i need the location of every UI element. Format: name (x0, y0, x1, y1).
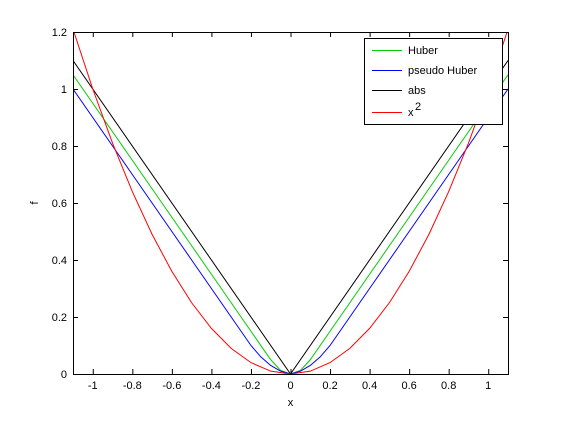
series-line-huber (73, 74, 508, 374)
x-axis-label: x (288, 397, 294, 409)
series-line-abs (73, 60, 508, 374)
y-tick-label: 0.8 (52, 141, 67, 153)
legend-label: x (408, 107, 414, 119)
legend: Huber pseudo Huber abs x 2 (364, 38, 503, 125)
legend-box (364, 38, 503, 125)
ticks-layer: -1 -0.8 -0.6 -0.4 -0.2 0 0.2 0.4 0.6 0.8 1 0 0.2 0.4 0… (52, 27, 508, 392)
x-tick-label: 1 (485, 380, 491, 392)
y-tick-label: 1 (61, 84, 67, 96)
x-tick-label: -0.2 (241, 380, 260, 392)
legend-label: pseudo Huber (408, 65, 477, 77)
legend-label: abs (408, 85, 426, 97)
x-tick-label: 0.4 (362, 380, 377, 392)
y-tick-label: 1.2 (52, 27, 67, 39)
x-tick-label: -0.6 (162, 380, 181, 392)
y-tick-label: 0.4 (52, 255, 67, 267)
legend-label: Huber (408, 45, 438, 57)
y-tick-label: 0.2 (52, 312, 67, 324)
y-tick-label: 0 (61, 369, 67, 381)
legend-label-superscript: 2 (415, 101, 421, 113)
y-axis-label: f (29, 201, 41, 205)
x-tick-label: -0.4 (202, 380, 221, 392)
x-tick-label: 0.8 (441, 380, 456, 392)
x-tick-label: 0.6 (401, 380, 416, 392)
series-layer (73, 32, 508, 374)
series-line-x-2 (73, 32, 508, 374)
series-line-pseudo-huber (73, 88, 508, 374)
x-tick-label: 0 (287, 380, 293, 392)
x-tick-label: -1 (88, 380, 98, 392)
y-tick-label: 0.6 (52, 198, 67, 210)
x-tick-label: 0.2 (322, 380, 337, 392)
x-tick-label: -0.8 (123, 380, 142, 392)
